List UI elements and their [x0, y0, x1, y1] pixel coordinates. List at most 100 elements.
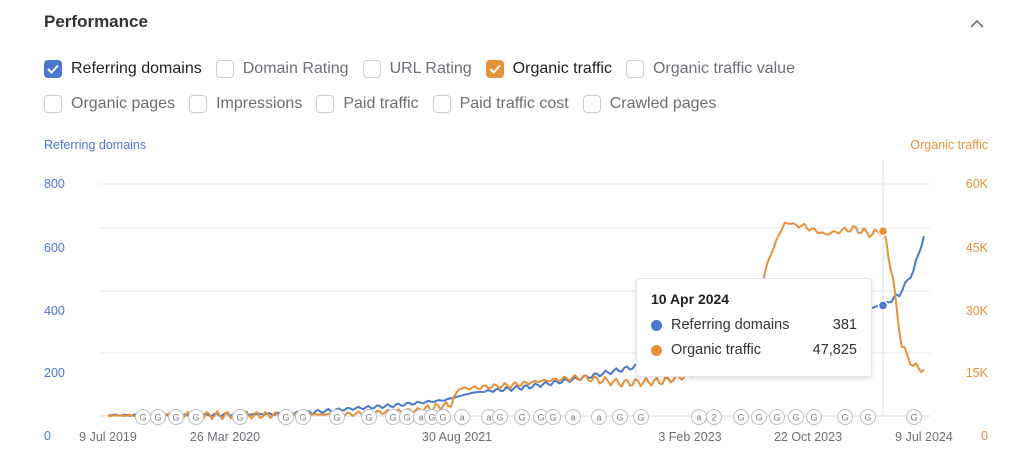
- metric-label: Crawled pages: [609, 95, 717, 112]
- annotation-marker-label: G: [810, 413, 817, 423]
- annotation-marker-label: G: [637, 413, 644, 423]
- x-tick-label: 30 Aug 2021: [422, 430, 492, 444]
- x-tick-label: 9 Jul 2019: [79, 430, 137, 444]
- annotation-marker-label: a: [459, 413, 464, 423]
- annotation-marker: [633, 409, 649, 425]
- checkbox-paid-traffic[interactable]: [316, 95, 335, 113]
- metric-organic-traffic[interactable]: Organic traffic: [485, 60, 612, 78]
- tooltip-label: Organic traffic: [671, 342, 761, 358]
- metric-label: Organic traffic value: [652, 60, 795, 77]
- check-icon: [488, 64, 501, 74]
- y-tick-right: 60K: [966, 177, 989, 191]
- page-title: Performance: [44, 12, 148, 31]
- metric-label: Organic pages: [71, 95, 176, 112]
- annotation-marker: [612, 409, 628, 425]
- hover-point-organic-traffic: [877, 225, 889, 237]
- chart-tooltip: 10 Apr 2024 Referring domains 381 Organi…: [636, 278, 872, 377]
- metric-referring-domains[interactable]: Referring domains: [44, 60, 202, 78]
- annotation-marker-label: G: [389, 413, 396, 423]
- metric-organic-traffic-value[interactable]: Organic traffic value: [625, 60, 795, 78]
- metric-label: Referring domains: [71, 60, 202, 77]
- x-tick-label: 3 Feb 2023: [658, 430, 721, 444]
- checkbox-organic-pages[interactable]: [44, 95, 62, 113]
- annotation-marker-label: G: [616, 413, 623, 423]
- annotation-marker: [150, 409, 166, 425]
- annotation-marker-label: G: [282, 413, 289, 423]
- annotation-marker-label: a: [596, 413, 601, 423]
- annotation-marker-label: G: [172, 413, 179, 423]
- annotation-marker-label: a: [486, 413, 491, 423]
- checkbox-paid-traffic-cost[interactable]: [432, 95, 451, 113]
- annotation-marker-label: G: [192, 413, 199, 423]
- annotation-marker: [188, 409, 204, 425]
- annotation-marker-label: G: [139, 413, 146, 423]
- annotation-marker-label: 2: [711, 413, 716, 423]
- metric-label: Impressions: [216, 95, 303, 112]
- x-tick-label: 9 Jul 2024: [895, 430, 953, 444]
- right-axis-title: Organic traffic: [910, 138, 988, 152]
- metric-paid-traffic[interactable]: Paid traffic: [316, 95, 419, 113]
- annotation-marker-label: a: [570, 413, 575, 423]
- metric-label: Domain Rating: [242, 60, 349, 77]
- checkbox-crawled-pages[interactable]: [582, 95, 601, 113]
- series-dot-orange: [651, 344, 662, 356]
- annotation-marker: [733, 409, 749, 425]
- metric-label: Paid traffic cost: [459, 95, 569, 112]
- annotation-marker: [514, 409, 530, 425]
- annotation-marker-label: G: [518, 413, 525, 423]
- y-tick-right: 45K: [966, 241, 989, 255]
- annotation-marker: [454, 409, 470, 425]
- annotation-marker: [706, 409, 722, 425]
- annotation-marker: [492, 409, 508, 425]
- tooltip-value: 381: [832, 317, 857, 333]
- annotation-marker-label: G: [755, 413, 762, 423]
- annotation-marker: [788, 409, 804, 425]
- annotation-marker-label: G: [365, 413, 372, 423]
- y-tick-left: 200: [44, 366, 65, 380]
- checkbox-organic-traffic[interactable]: [485, 60, 504, 78]
- annotation-marker: [278, 409, 294, 425]
- checkbox-impressions[interactable]: [189, 95, 208, 113]
- annotation-marker: [565, 409, 581, 425]
- metric-crawled-pages[interactable]: Crawled pages: [582, 95, 717, 113]
- metric-url-rating[interactable]: URL Rating: [362, 60, 472, 78]
- annotation-marker-label: G: [439, 413, 446, 423]
- metric-organic-pages[interactable]: Organic pages: [44, 95, 175, 113]
- metrics-row-1: Referring domains Domain Rating URL Rati…: [44, 60, 809, 78]
- hover-point-referring-domains: [877, 300, 889, 311]
- series-dot-blue: [651, 319, 662, 331]
- annotation-marker-label: G: [537, 413, 544, 423]
- annotation-marker-label: G: [333, 413, 340, 423]
- metric-impressions[interactable]: Impressions: [189, 95, 302, 113]
- y-tick-right: 30K: [966, 304, 989, 318]
- y-tick-left: 800: [44, 177, 65, 191]
- annotation-marker-label: G: [773, 413, 780, 423]
- y-tick-left: 600: [44, 241, 65, 255]
- checkbox-organic-traffic-value[interactable]: [625, 60, 644, 78]
- tooltip-date: 10 Apr 2024: [651, 291, 730, 307]
- checkbox-domain-rating[interactable]: [215, 60, 234, 78]
- metric-paid-traffic-cost[interactable]: Paid traffic cost: [432, 95, 569, 113]
- y-tick-right: 0: [981, 429, 988, 443]
- checkbox-url-rating[interactable]: [362, 60, 381, 78]
- metric-domain-rating[interactable]: Domain Rating: [215, 60, 349, 78]
- left-axis-title: Referring domains: [44, 138, 147, 152]
- annotation-marker-label: G: [496, 413, 503, 423]
- annotation-marker: [806, 409, 822, 425]
- checkbox-referring-domains[interactable]: [44, 60, 62, 78]
- collapse-button[interactable]: [966, 12, 988, 34]
- annotation-marker: [545, 409, 561, 425]
- metric-label: Paid traffic: [343, 95, 419, 112]
- annotation-marker: [591, 409, 607, 425]
- annotation-marker: [329, 409, 345, 425]
- tooltip-label: Referring domains: [671, 317, 790, 333]
- annotation-marker-label: G: [737, 413, 744, 423]
- tooltip-row-organic-traffic: Organic traffic 47,825: [651, 342, 857, 358]
- metric-label: Organic traffic: [512, 60, 612, 77]
- annotation-marker-label: G: [864, 413, 871, 423]
- x-tick-label: 22 Oct 2023: [774, 430, 842, 444]
- annotation-marker: [168, 409, 184, 425]
- annotation-marker-label: a: [696, 413, 701, 423]
- y-tick-left: 0: [44, 429, 51, 443]
